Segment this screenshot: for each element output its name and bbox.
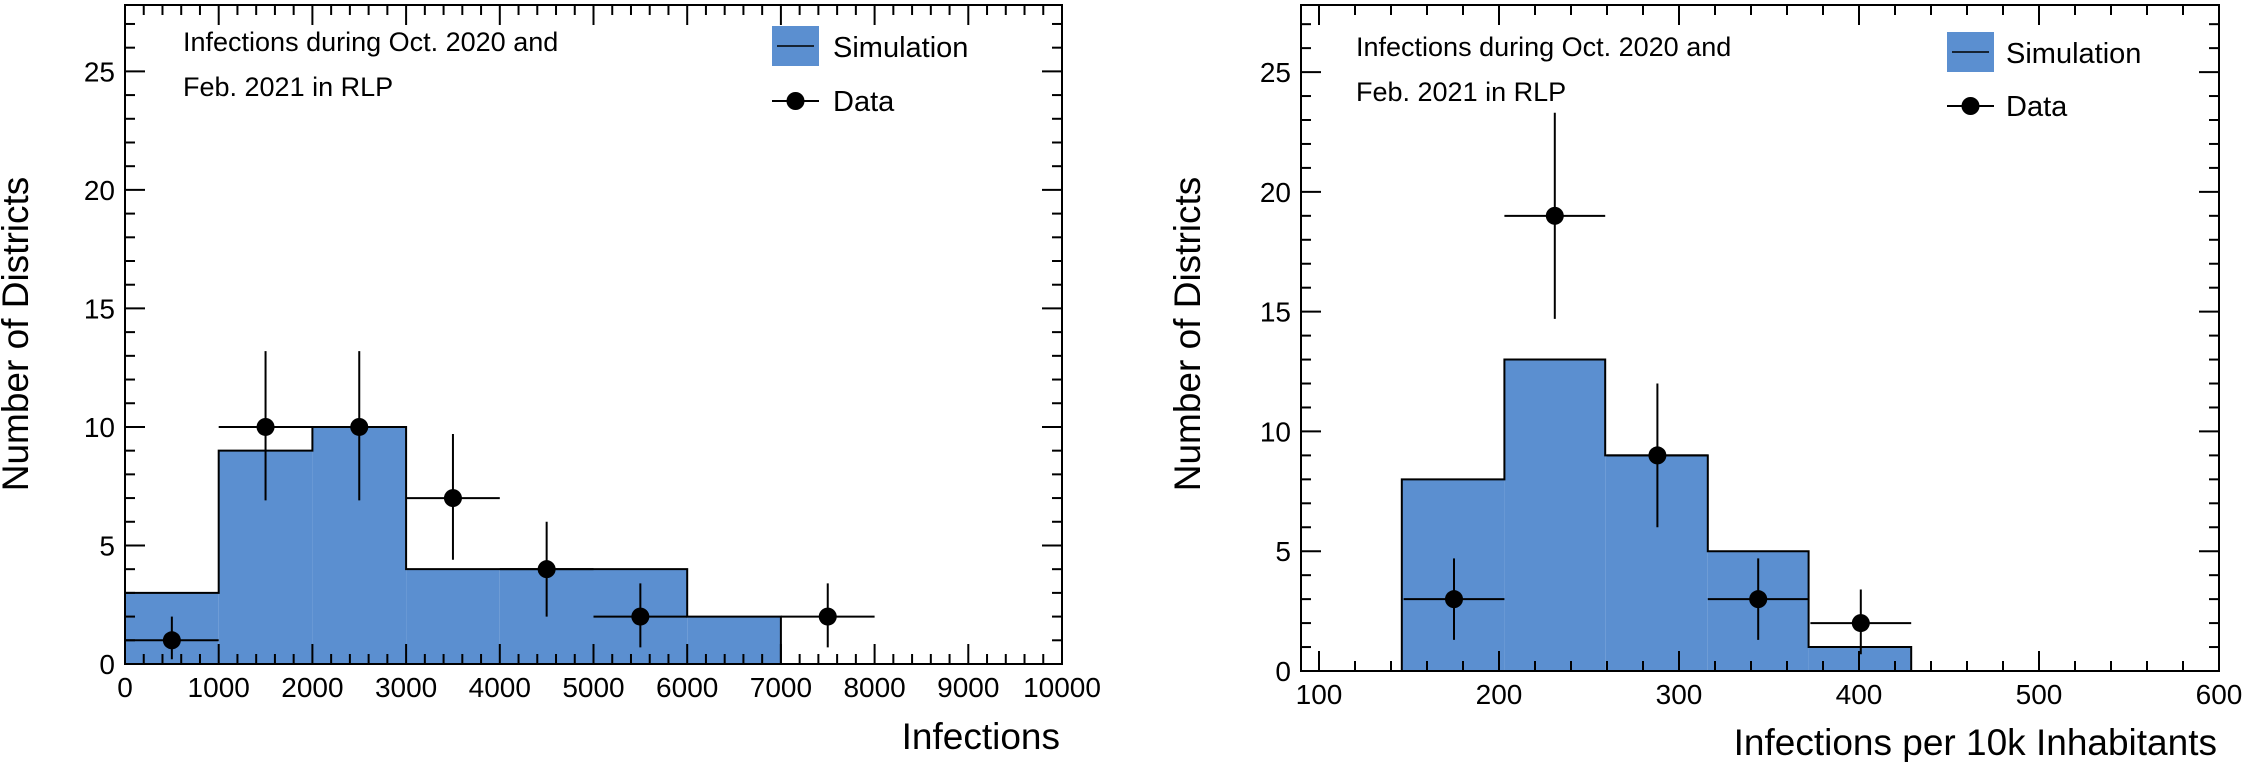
legend-marker — [1961, 97, 1980, 115]
data-points — [1403, 112, 1912, 655]
y-tick-label: 0 — [1275, 656, 1291, 687]
y-axis: 0 5 10 15 20 25 — [84, 22, 1062, 680]
x-tick-label: 500 — [2016, 679, 2063, 710]
x-tick-label: 8000 — [843, 672, 905, 703]
data-point — [593, 583, 688, 648]
y-tick-label: 20 — [1260, 177, 1291, 208]
x-tick-label: 4000 — [469, 672, 531, 703]
data-point — [1707, 558, 1809, 640]
x-tick-label: 9000 — [937, 672, 999, 703]
y-tick-label: 20 — [84, 175, 115, 206]
data-point — [218, 351, 313, 501]
data-point-marker — [256, 417, 275, 436]
data-point — [1403, 558, 1505, 640]
data-point — [1504, 112, 1606, 319]
x-axis: 100 200 300 400 500 600 — [1296, 5, 2243, 710]
x-axis-title: Infections — [902, 716, 1060, 757]
data-point-marker — [818, 607, 837, 626]
y-axis-title: Number of Districts — [1167, 177, 1208, 492]
legend-label: Simulation — [2006, 38, 2141, 70]
data-point-marker — [1445, 590, 1463, 609]
x-tick-label: 400 — [1836, 679, 1883, 710]
data-point-marker — [1851, 614, 1870, 633]
x-tick-label: 7000 — [750, 672, 812, 703]
data-point-marker — [443, 489, 462, 508]
data-point-marker — [1749, 590, 1768, 609]
data-point — [312, 351, 407, 501]
x-tick-label: 5000 — [562, 672, 624, 703]
legend-entry-simulation: Simulation — [772, 26, 968, 66]
annotation-line: Infections during Oct. 2020 and — [183, 27, 558, 57]
y-tick-label: 10 — [1260, 416, 1291, 447]
y-tick-label: 5 — [1275, 536, 1291, 567]
y-tick-label: 5 — [99, 530, 115, 561]
legend-entry-data: Data — [772, 86, 895, 118]
legend-entry-simulation: Simulation — [1947, 32, 2141, 72]
y-axis-title: Number of Districts — [0, 177, 36, 492]
data-point-marker — [1545, 206, 1564, 225]
data-point-marker — [350, 417, 369, 436]
data-point — [1810, 589, 1912, 655]
data-point-marker — [537, 560, 556, 579]
chart-panel-2: 100 200 300 400 500 600 0 5 10 15 20 25 Infections p… — [1167, 4, 2243, 762]
data-point — [406, 434, 500, 560]
x-tick-label: 2000 — [281, 672, 343, 703]
histogram-bar — [406, 569, 500, 664]
x-tick-label: 1000 — [188, 672, 250, 703]
x-tick-label: 10000 — [1023, 672, 1101, 703]
legend-marker — [786, 92, 805, 110]
legend-label: Data — [2006, 91, 2068, 123]
x-tick-label: 600 — [2196, 679, 2243, 710]
y-tick-label: 15 — [84, 293, 115, 324]
data-point — [125, 616, 219, 660]
data-point — [499, 521, 594, 617]
y-tick-label: 10 — [84, 412, 115, 443]
annotation-line: Infections during Oct. 2020 and — [1356, 32, 1731, 62]
data-point-marker — [1648, 446, 1667, 465]
data-points — [125, 351, 875, 660]
annotation-line: Feb. 2021 in RLP — [1356, 77, 1566, 107]
data-point — [1607, 383, 1708, 528]
y-tick-label: 25 — [1260, 57, 1291, 88]
y-tick-label: 25 — [84, 56, 115, 87]
plot-frame — [1300, 4, 2220, 672]
x-tick-label: 200 — [1476, 679, 1523, 710]
legend-label: Data — [833, 86, 895, 118]
data-point-marker — [631, 607, 650, 626]
x-axis: 0 1000 2000 3000 4000 5000 6000 7000 8000 9000 100… — [117, 5, 1101, 703]
data-point — [780, 583, 875, 648]
y-tick-label: 0 — [99, 649, 115, 680]
y-axis: 0 5 10 15 20 25 — [1260, 23, 2219, 687]
legend: Simulation Data — [772, 26, 968, 118]
x-tick-label: 6000 — [656, 672, 718, 703]
annotation: Infections during Oct. 2020 and Feb. 2021… — [183, 27, 558, 102]
annotation-line: Feb. 2021 in RLP — [183, 72, 393, 102]
annotation: Infections during Oct. 2020 and Feb. 2021… — [1356, 32, 1731, 107]
x-tick-label: 0 — [117, 672, 133, 703]
legend: Simulation Data — [1947, 32, 2141, 123]
y-tick-label: 15 — [1260, 297, 1291, 328]
histogram-bar — [687, 616, 781, 664]
chart-panel-1: 0 1000 2000 3000 4000 5000 6000 7000 8000 9000 100… — [0, 4, 1101, 757]
legend-label: Simulation — [833, 32, 968, 64]
x-axis-title: Infections per 10k Inhabitants — [1734, 722, 2217, 762]
x-tick-label: 300 — [1656, 679, 1703, 710]
x-tick-label: 3000 — [375, 672, 437, 703]
legend-entry-data: Data — [1947, 91, 2068, 123]
data-point-marker — [162, 631, 181, 650]
x-tick-label: 100 — [1296, 679, 1343, 710]
histogram-bar — [1504, 359, 1606, 671]
